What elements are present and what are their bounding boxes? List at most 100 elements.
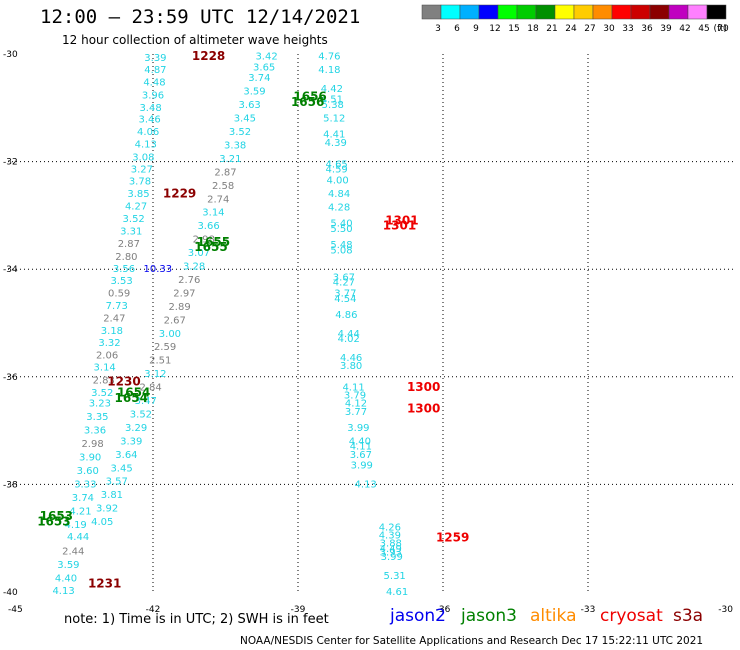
- swh-value-jason3: 3.92: [96, 504, 118, 515]
- time-label: 1655: [194, 240, 227, 254]
- time-label: 1301: [385, 213, 418, 227]
- y-tick-label: -36: [3, 373, 18, 383]
- swh-value-s3a: 3.52: [123, 214, 145, 225]
- swh-value-s3a: 4.21: [69, 506, 91, 517]
- swh-value-s3a: 3.48: [139, 103, 161, 114]
- swh-value-cryosat: 3.99: [381, 552, 403, 563]
- swh-value-cryosat: 3.93: [380, 548, 402, 559]
- legend-jason3: jason3: [461, 606, 517, 626]
- axis-labels: -30 -32 -34 -36 -38 -40 -45 -42 -39 -36 -33 -30: [3, 50, 733, 615]
- time-label: 1300: [407, 402, 440, 416]
- swh-value-jason3: 3.52: [130, 409, 152, 420]
- swh-value-cryosat: 4.59: [326, 165, 348, 176]
- swh-value-s3a: 4.19: [65, 520, 87, 531]
- time-label: 1653: [40, 509, 73, 523]
- swh-value-jason3: 3.42: [255, 52, 277, 63]
- swh-value-cryosat: 4.18: [318, 65, 340, 76]
- swh-value-cryosat: 4.39: [379, 531, 401, 542]
- x-tick-label: -36: [436, 605, 451, 615]
- y-tick-label: -38: [3, 480, 18, 490]
- swh-value-jason3: 3.45: [234, 114, 256, 125]
- swh-value-cryosat: 4.40: [349, 436, 371, 447]
- swh-value-jason3: 2.84: [139, 383, 161, 394]
- swh-value-s3a: 3.53: [110, 276, 132, 287]
- legend-cryosat: cryosat: [600, 606, 663, 626]
- scale-swatch: [573, 4, 594, 20]
- swh-value-cryosat: 4.26: [379, 522, 401, 533]
- swh-value-jason3: 2.74: [207, 194, 229, 205]
- swh-value-cryosat: 3.79: [344, 391, 366, 402]
- swh-value-cryosat: 4.12: [345, 399, 367, 410]
- swh-value-jason3: 3.52: [229, 127, 251, 138]
- swh-value-s3a: 0.59: [108, 288, 130, 299]
- swh-value-jason3: 3.21: [219, 154, 241, 165]
- scale-swatch: [497, 4, 518, 20]
- scale-tick-label: 12: [489, 24, 500, 34]
- swh-value-s3a: 3.36: [84, 426, 106, 437]
- scale-swatch: [592, 4, 613, 20]
- legend-s3a: s3a: [673, 606, 704, 626]
- swh-value-jason3: 3.59: [243, 87, 265, 98]
- scale-swatch: [611, 4, 632, 20]
- x-tick-label: -42: [146, 605, 161, 615]
- swh-value-cryosat: 5.38: [322, 100, 344, 111]
- swh-value-s3a: 3.46: [138, 115, 160, 126]
- swh-value-cryosat: 3.77: [334, 288, 356, 299]
- y-tick-label: -34: [3, 265, 18, 275]
- swh-value-cryosat: 5.40: [330, 218, 352, 229]
- time-label: 1301: [383, 219, 416, 233]
- scale-swatch: [440, 4, 461, 20]
- swh-value-cryosat: 4.41: [323, 130, 345, 141]
- swh-value-s3a: 2.98: [81, 439, 103, 450]
- scale-tick-label: 27: [584, 24, 595, 34]
- x-tick-label: -39: [291, 605, 306, 615]
- swh-value-s3a: 3.90: [79, 453, 101, 464]
- time-label: 1230: [107, 375, 140, 389]
- swh-value-s3a: 3.52: [91, 388, 113, 399]
- swh-value-cryosat: 5.31: [384, 571, 406, 582]
- color-scale-legend: 3 6 9 12 15 18 21 24 27 30 33 36 39 42 45 70(ft): [421, 4, 729, 34]
- scale-swatch: [649, 4, 670, 20]
- scale-tick-label: 33: [622, 24, 633, 34]
- swh-value-cryosat: 4.27: [333, 278, 355, 289]
- swh-value-cryosat: 4.51: [321, 95, 343, 106]
- footer-credit: NOAA/NESDIS Center for Satellite Applica…: [240, 635, 704, 647]
- scale-tick-label: 15: [508, 24, 519, 34]
- y-tick-label: -32: [3, 158, 18, 168]
- swh-value-cryosat: 4.42: [321, 84, 343, 95]
- swh-value-cryosat: 4.44: [338, 329, 360, 340]
- scale-swatch: [668, 4, 689, 20]
- swh-value-cryosat: 3.99: [347, 423, 369, 434]
- swh-value-s3a: 3.33: [74, 479, 96, 490]
- swh-value-cryosat: 4.84: [328, 189, 350, 200]
- swh-value-s3a: 4.48: [143, 78, 165, 89]
- time-label: 1228: [192, 49, 225, 63]
- swh-value-s3a: 4.40: [55, 574, 77, 585]
- swh-value-jason3: 3.38: [224, 140, 246, 151]
- swh-value-cryosat: 4.13: [355, 479, 377, 490]
- swh-value-s3a: 4.13: [135, 139, 157, 150]
- swh-value-jason3: 3.64: [115, 450, 137, 461]
- scale-tick-label: 42: [679, 24, 690, 34]
- swh-value-s3a: 3.31: [120, 227, 142, 238]
- swh-value-cryosat: 3.99: [351, 461, 373, 472]
- swh-value-s3a: 3.56: [113, 264, 135, 275]
- swh-value-jason3: 2.87: [214, 167, 236, 178]
- swh-value-s3a: 3.39: [144, 53, 166, 64]
- swh-value-cryosat: 4.02: [338, 334, 360, 345]
- swh-values: 3.394.874.483.963.483.464.064.133.083.27…: [52, 52, 408, 598]
- swh-value-jason3: 10.33: [144, 264, 173, 275]
- time-label: 1654: [117, 385, 150, 399]
- swh-value-jason3: 2.51: [149, 356, 171, 367]
- swh-value-jason3: 3.14: [202, 208, 224, 219]
- swh-value-cryosat: 3.77: [345, 407, 367, 418]
- scale-swatch: [421, 4, 442, 20]
- swh-value-cryosat: 3.88: [380, 539, 402, 550]
- swh-value-jason3: 2.58: [212, 181, 234, 192]
- swh-value-s3a: 3.59: [57, 560, 79, 571]
- swh-value-jason3: 2.76: [178, 275, 200, 286]
- swh-value-s3a: 3.32: [98, 338, 120, 349]
- swh-value-jason3: 3.63: [239, 100, 261, 111]
- swh-value-jason3: 3.00: [159, 329, 181, 340]
- chart-title: 12:00 – 23:59 UTC 12/14/2021: [40, 6, 361, 28]
